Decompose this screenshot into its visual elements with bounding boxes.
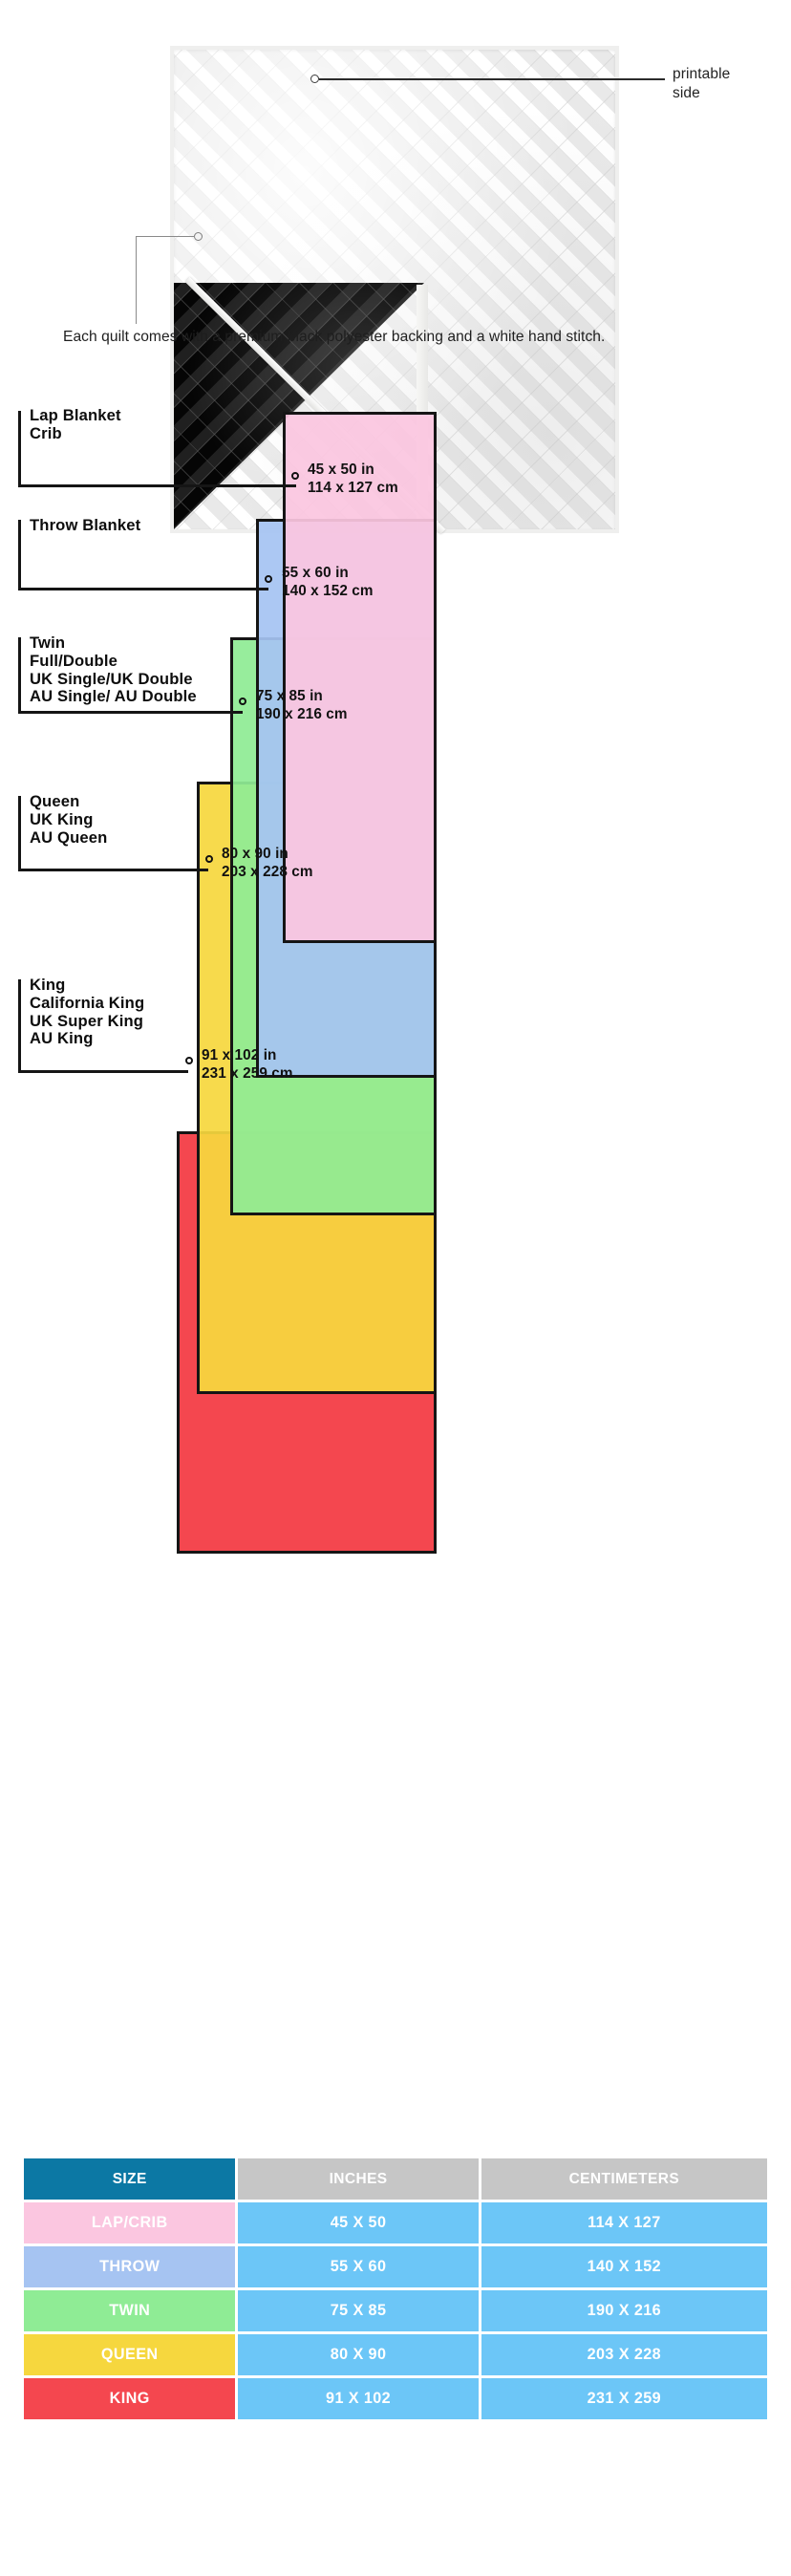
size-label-line: California King bbox=[30, 993, 145, 1012]
dim-inches: 55 x 60 in bbox=[282, 565, 349, 581]
size-label-line: UK Super King bbox=[30, 1011, 144, 1030]
size-label-line: Crib bbox=[30, 423, 62, 442]
size-label-line: Lap Blanket bbox=[30, 406, 121, 424]
bracket-twin bbox=[18, 637, 243, 714]
black-backing-leader-vertical bbox=[136, 236, 138, 324]
dim-label-king: 91 x 102 in 231 x 259 cm bbox=[202, 1047, 293, 1083]
dim-dot-throw-icon bbox=[265, 575, 272, 583]
size-label-lap-crib: Lap Blanket Crib bbox=[30, 406, 121, 443]
table-cell-size: KING bbox=[24, 2378, 236, 2419]
printable-side-leader-line bbox=[319, 78, 665, 80]
dim-centimeters: 114 x 127 cm bbox=[308, 479, 398, 496]
black-backing-leader-horizontal bbox=[136, 236, 195, 238]
table-header-size: SIZE bbox=[24, 2158, 236, 2200]
table-header-inches: INCHES bbox=[238, 2158, 479, 2200]
table-row: QUEEN 80 X 90 203 X 228 bbox=[24, 2334, 767, 2375]
dim-centimeters: 231 x 259 cm bbox=[202, 1064, 293, 1082]
table-cell-inches: 91 X 102 bbox=[238, 2378, 479, 2419]
size-label-twin: Twin Full/Double UK Single/UK Double AU … bbox=[30, 633, 197, 706]
table-cell-inches: 55 X 60 bbox=[238, 2246, 479, 2287]
table-cell-size: LAP/CRIB bbox=[24, 2202, 236, 2243]
dim-dot-lap-crib-icon bbox=[291, 472, 299, 480]
quilt-photo-section: printable side Each quilt comes with a p… bbox=[0, 0, 791, 573]
table-cell-centimeters: 140 X 152 bbox=[481, 2246, 767, 2287]
size-label-line: Throw Blanket bbox=[30, 516, 141, 534]
dim-inches: 75 x 85 in bbox=[256, 688, 323, 704]
table-cell-size: TWIN bbox=[24, 2290, 236, 2331]
table-row: LAP/CRIB 45 X 50 114 X 127 bbox=[24, 2202, 767, 2243]
printable-side-label: printable side bbox=[673, 65, 787, 104]
dim-dot-queen-icon bbox=[205, 855, 213, 863]
size-label-line: Twin bbox=[30, 633, 66, 652]
dim-inches: 45 x 50 in bbox=[308, 462, 374, 478]
table-header-row: SIZE INCHES CENTIMETERS bbox=[24, 2158, 767, 2200]
dim-inches: 91 x 102 in bbox=[202, 1047, 277, 1063]
dim-dot-king-icon bbox=[185, 1057, 193, 1064]
dim-centimeters: 140 x 152 cm bbox=[282, 582, 374, 599]
size-label-line: AU Single/ AU Double bbox=[30, 687, 197, 706]
size-rect-lap-crib bbox=[283, 412, 437, 943]
table-cell-inches: 75 X 85 bbox=[238, 2290, 479, 2331]
table-cell-centimeters: 114 X 127 bbox=[481, 2202, 767, 2243]
table-cell-inches: 45 X 50 bbox=[238, 2202, 479, 2243]
bracket-throw bbox=[18, 520, 268, 590]
table-row: KING 91 X 102 231 X 259 bbox=[24, 2378, 767, 2419]
dim-dot-twin-icon bbox=[239, 698, 246, 705]
table-cell-inches: 80 X 90 bbox=[238, 2334, 479, 2375]
size-label-line: Full/Double bbox=[30, 651, 118, 670]
bracket-queen bbox=[18, 796, 208, 871]
size-label-line: UK King bbox=[30, 809, 94, 828]
size-label-line: AU King bbox=[30, 1029, 94, 1048]
dim-label-twin: 75 x 85 in 190 x 216 cm bbox=[256, 688, 348, 723]
black-backing-dot-icon bbox=[194, 232, 203, 241]
dim-label-queen: 80 x 90 in 203 x 228 cm bbox=[222, 846, 313, 881]
table-cell-size: THROW bbox=[24, 2246, 236, 2287]
table-row: THROW 55 X 60 140 X 152 bbox=[24, 2246, 767, 2287]
table-cell-centimeters: 203 X 228 bbox=[481, 2334, 767, 2375]
size-label-king: King California King UK Super King AU Ki… bbox=[30, 976, 145, 1048]
printable-side-label-line1: printable bbox=[673, 66, 731, 82]
size-label-line: AU Queen bbox=[30, 827, 108, 847]
printable-side-dot-icon bbox=[310, 75, 319, 83]
bracket-king bbox=[18, 979, 188, 1073]
dim-centimeters: 190 x 216 cm bbox=[256, 705, 348, 722]
dim-centimeters: 203 x 228 cm bbox=[222, 863, 313, 880]
size-label-line: UK Single/UK Double bbox=[30, 669, 193, 688]
table-cell-centimeters: 190 X 216 bbox=[481, 2290, 767, 2331]
dim-inches: 80 x 90 in bbox=[222, 846, 289, 862]
dim-label-lap-crib: 45 x 50 in 114 x 127 cm bbox=[308, 462, 398, 497]
table-header-centimeters: CENTIMETERS bbox=[481, 2158, 767, 2200]
size-label-throw: Throw Blanket bbox=[30, 516, 141, 535]
dim-label-throw: 55 x 60 in 140 x 152 cm bbox=[282, 565, 374, 600]
size-label-line: King bbox=[30, 976, 66, 994]
size-label-queen: Queen UK King AU Queen bbox=[30, 792, 108, 847]
size-comparison-diagram: Lap Blanket Crib 45 x 50 in 114 x 127 cm… bbox=[0, 396, 791, 2135]
quilt-product-image bbox=[170, 46, 619, 534]
bracket-lap-crib bbox=[18, 411, 296, 487]
table-cell-centimeters: 231 X 259 bbox=[481, 2378, 767, 2419]
table-cell-size: QUEEN bbox=[24, 2334, 236, 2375]
size-chart-table: SIZE INCHES CENTIMETERS LAP/CRIB 45 X 50… bbox=[21, 2156, 770, 2422]
printable-side-label-line2: side bbox=[673, 85, 700, 102]
table-row: TWIN 75 X 85 190 X 216 bbox=[24, 2290, 767, 2331]
backing-caption: Each quilt comes with a premium black po… bbox=[63, 329, 606, 345]
size-label-line: Queen bbox=[30, 792, 80, 810]
